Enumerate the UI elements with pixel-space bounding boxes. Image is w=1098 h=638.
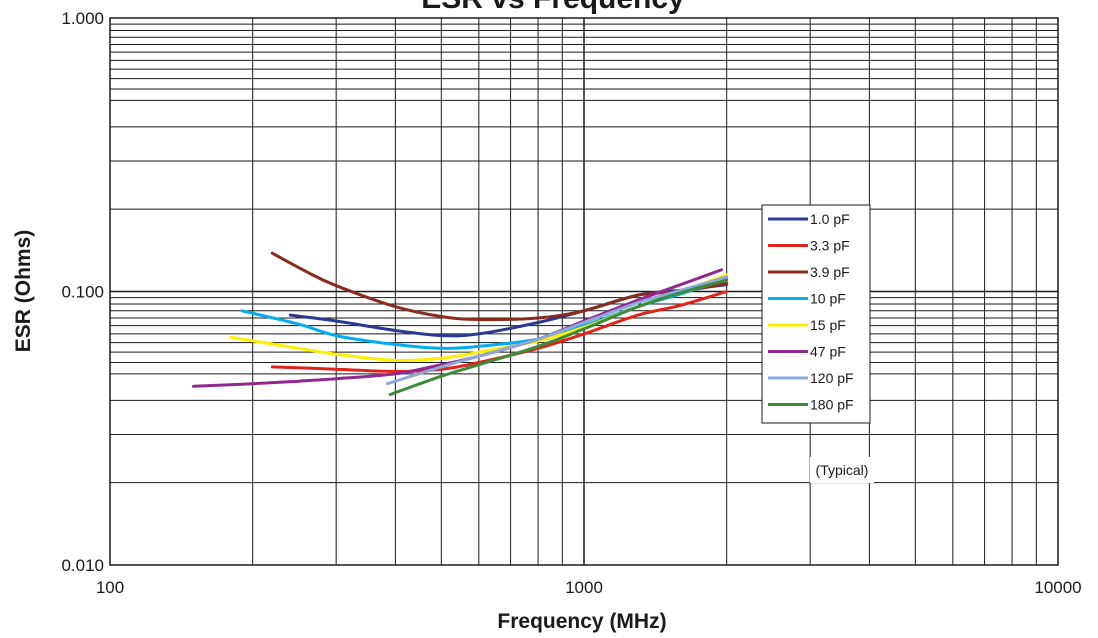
legend-box — [761, 204, 871, 424]
x-axis-title: Frequency (MHz) — [497, 610, 666, 633]
y-tick-label: 0.010 — [61, 556, 104, 575]
legend-label-3-3-pf: 3.3 pF — [810, 238, 850, 254]
typical-note: (Typical) — [810, 457, 874, 483]
legend-label-1-0-pf: 1.0 pF — [810, 211, 850, 227]
series-line-47-pf — [192, 268, 723, 388]
series-lines — [192, 251, 729, 396]
legend-label-15-pf: 15 pF — [810, 317, 846, 333]
typical-note-background — [810, 457, 874, 483]
series-line-180-pf — [388, 278, 729, 396]
legend-label-180-pf: 180 pF — [810, 397, 854, 413]
y-axis-tick-labels: 0.010 0.100 1.000 — [61, 9, 104, 575]
legend-label-120-pf: 120 pF — [810, 370, 854, 386]
legend-label-47-pf: 47 pF — [810, 344, 846, 360]
series-line-120-pf — [386, 275, 729, 386]
y-tick-label: 1.000 — [61, 9, 104, 28]
legend-label-3-9-pf: 3.9 pF — [810, 264, 850, 280]
x-tick-label: 100 — [96, 578, 124, 597]
y-axis-title: ESR (Ohms) — [12, 230, 35, 353]
legend: 1.0 pF 3.3 pF 3.9 pF 10 pF 15 pF 47 pF 120 pF 1… — [761, 204, 871, 424]
x-tick-label: 1000 — [565, 578, 603, 597]
plot-area-frame — [109, 17, 1059, 566]
chart-title: ESR vs Frequency — [421, 0, 685, 15]
series-line-3-9-pf — [270, 251, 729, 322]
x-axis-tick-labels: 100 1000 10000 — [96, 578, 1082, 597]
y-tick-label: 0.100 — [61, 283, 104, 302]
typical-note-label: (Typical) — [816, 462, 869, 478]
x-tick-label: 10000 — [1034, 578, 1081, 597]
series-line-10-pf — [240, 277, 729, 350]
legend-label-10-pf: 10 pF — [810, 291, 846, 307]
